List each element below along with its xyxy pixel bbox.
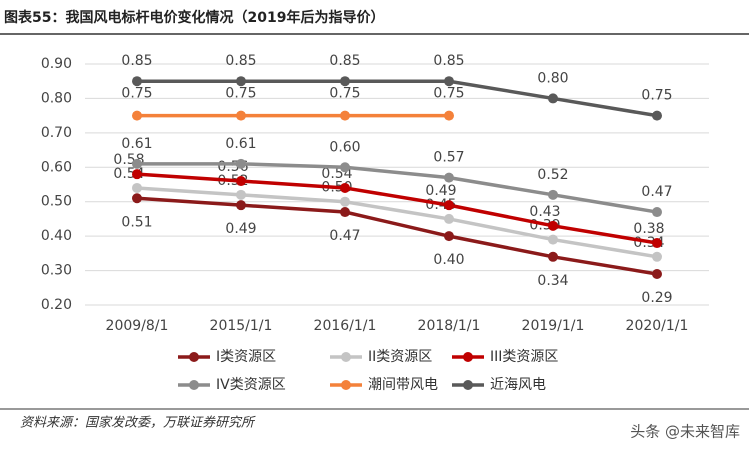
legend-label: II类资源区 [368, 349, 432, 365]
data-label: 0.75 [641, 88, 672, 104]
data-point [132, 169, 142, 180]
data-label: 0.47 [329, 228, 360, 244]
watermark: 头条 @未来智库 [630, 423, 740, 441]
data-point [444, 231, 454, 242]
data-point [444, 110, 454, 121]
data-point [652, 269, 662, 280]
x-tick-label: 2020/1/1 [626, 318, 689, 334]
data-label: 0.80 [537, 70, 568, 86]
data-label: 0.75 [225, 86, 256, 102]
data-point [548, 251, 558, 262]
series-line [136, 186, 658, 259]
data-point [652, 251, 662, 262]
data-point [340, 162, 350, 173]
y-tick-label: 0.80 [41, 90, 72, 106]
x-tick-label: 2019/1/1 [522, 318, 585, 334]
y-tick-label: 0.70 [41, 125, 72, 141]
chart-title: 图表55：我国风电标杆电价变化情况（2019年后为指导价） [4, 9, 384, 26]
data-label: 0.38 [633, 221, 664, 237]
data-point [132, 182, 142, 193]
y-tick-label: 0.50 [41, 194, 72, 210]
data-point [652, 238, 662, 249]
data-point [548, 189, 558, 200]
data-label: 0.61 [121, 136, 152, 152]
data-point [340, 110, 350, 121]
data-label: 0.49 [225, 221, 256, 237]
data-point [340, 207, 350, 218]
series-line [137, 79, 658, 118]
data-label: 0.85 [433, 53, 464, 69]
data-point [236, 176, 246, 187]
data-point [340, 76, 350, 87]
y-tick-label: 0.90 [41, 56, 72, 72]
data-point [132, 76, 142, 87]
legend-marker [189, 352, 199, 362]
legend-marker [463, 380, 473, 390]
data-point [132, 158, 142, 169]
series-line [136, 172, 658, 245]
data-label: 0.75 [433, 86, 464, 102]
data-point [652, 207, 662, 218]
y-tick-label: 0.20 [41, 297, 72, 313]
data-point [236, 158, 246, 169]
data-label: 0.34 [537, 273, 568, 289]
data-point [340, 182, 350, 193]
data-label: 0.47 [641, 184, 672, 200]
legend-marker [463, 352, 473, 362]
data-point [652, 110, 662, 121]
data-point [548, 93, 558, 104]
data-point [236, 76, 246, 87]
data-label: 0.43 [529, 204, 560, 220]
data-label: 0.85 [225, 53, 256, 69]
series-line [136, 196, 658, 276]
legend-marker [341, 352, 351, 362]
y-tick-label: 0.30 [41, 263, 72, 279]
legend-label: III类资源区 [490, 349, 558, 365]
x-tick-label: 2015/1/1 [210, 318, 273, 334]
legend-label: 近海风电 [490, 377, 546, 393]
data-point [340, 196, 350, 207]
data-label: 0.40 [433, 252, 464, 268]
data-label: 0.60 [329, 139, 360, 155]
data-point [548, 220, 558, 231]
data-label: 0.85 [329, 53, 360, 69]
data-point [132, 110, 142, 121]
data-label: 0.75 [121, 86, 152, 102]
y-tick-label: 0.40 [41, 228, 72, 244]
data-label: 0.29 [641, 290, 672, 306]
x-tick-label: 2016/1/1 [314, 318, 377, 334]
data-label: 0.75 [329, 86, 360, 102]
legend-label: 潮间带风电 [368, 377, 438, 393]
legend-marker [189, 380, 199, 390]
legend-label: IV类资源区 [216, 377, 286, 393]
data-label: 0.51 [121, 214, 152, 230]
series-line [137, 162, 658, 214]
data-point [444, 172, 454, 183]
data-point [132, 193, 142, 204]
data-point [444, 76, 454, 87]
legend-label: I类资源区 [216, 349, 276, 365]
data-label: 0.85 [121, 53, 152, 69]
data-point [444, 213, 454, 224]
source-note: 资料来源：国家发改委，万联证券研究所 [20, 415, 256, 431]
data-label: 0.57 [433, 150, 464, 166]
data-label: 0.52 [537, 167, 568, 183]
data-point [236, 200, 246, 211]
x-tick-label: 2009/8/1 [106, 318, 169, 334]
data-point [236, 110, 246, 121]
data-point [444, 200, 454, 211]
data-point [548, 234, 558, 245]
x-tick-label: 2018/1/1 [418, 318, 481, 334]
legend-marker [341, 380, 351, 390]
y-tick-label: 0.60 [41, 159, 72, 175]
data-point [236, 189, 246, 200]
data-label: 0.61 [225, 136, 256, 152]
data-label: 0.49 [425, 183, 456, 199]
